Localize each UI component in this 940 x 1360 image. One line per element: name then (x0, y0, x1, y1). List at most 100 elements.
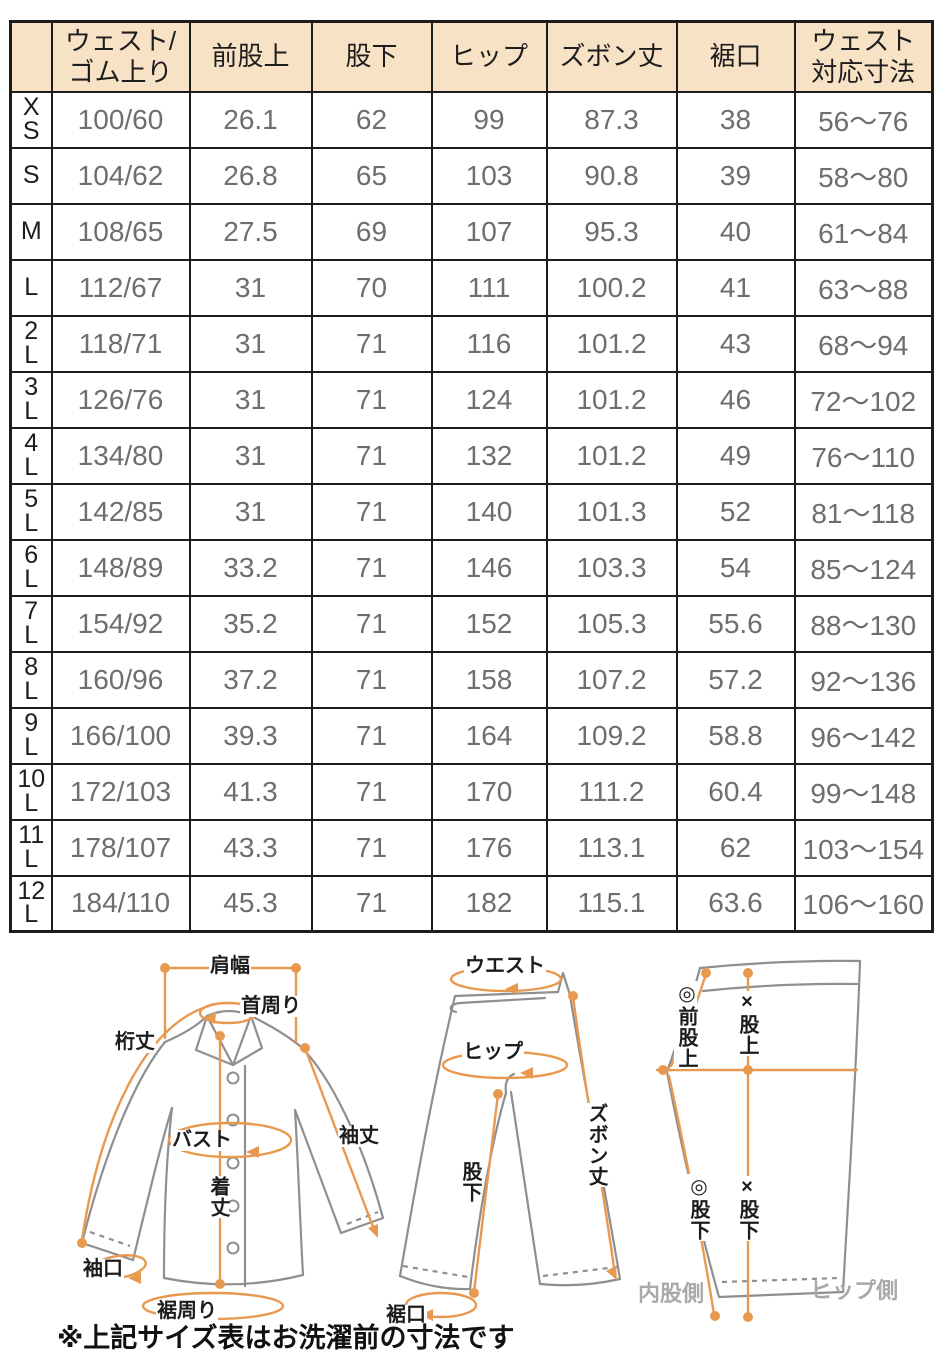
measurement-cell: 71 (310, 650, 433, 709)
measurement-cell: 71 (310, 426, 433, 485)
measurement-cell: 92〜136 (793, 650, 934, 709)
measurement-cell: 100/60 (50, 90, 191, 149)
size-label: 11 L (9, 818, 53, 877)
size-table: ウェスト/ ゴム上り 前股上 股下 ヒップ ズボン丈 裾口 ウェスト 対応寸法 … (9, 20, 934, 933)
shirt-sleeve-length-label: 袖丈 (338, 1125, 380, 1147)
measurement-cell: 134/80 (50, 426, 191, 485)
measurement-cell: 107.2 (545, 650, 678, 709)
table-row: M 108/65 27.5 69 107 95.3 40 61〜84 (9, 202, 934, 261)
table-row: S 104/62 26.8 65 103 90.8 39 58〜80 (9, 146, 934, 205)
size-label: 9 L (9, 706, 53, 765)
measurement-cell: 41.3 (188, 762, 313, 821)
size-label: X S (9, 90, 53, 149)
shirt-cuff-opening-label: 袖口 (82, 1258, 124, 1280)
size-label: 2 L (9, 314, 53, 373)
shirt-drawing (80, 1009, 385, 1288)
measurement-cell: 104/62 (50, 146, 191, 205)
table-row: 8 L 160/96 37.2 71 158 107.2 57.2 92〜136 (9, 650, 934, 709)
size-label: M (9, 202, 53, 261)
measurement-cell: 45.3 (188, 874, 313, 933)
header-cell-size (9, 20, 53, 93)
shirt-neck-label: 首周り (240, 995, 302, 1017)
measurement-cell: 63.6 (675, 874, 796, 933)
measurement-cell: 27.5 (188, 202, 313, 261)
table-row: 3 L 126/76 31 71 124 101.2 46 72〜102 (9, 370, 934, 429)
header-cell-waist-range: ウェスト 対応寸法 (793, 20, 934, 93)
measurement-cell: 146 (430, 538, 548, 597)
size-label: 7 L (9, 594, 53, 653)
measurement-cell: 71 (310, 538, 433, 597)
measurement-cell: 95.3 (545, 202, 678, 261)
header-cell-waist-elastic: ウェスト/ ゴム上り (50, 20, 191, 93)
measurement-cell: 26.8 (188, 146, 313, 205)
measurement-cell: 63〜88 (793, 258, 934, 317)
measurement-cell: 72〜102 (793, 370, 934, 429)
measurement-cell: 46 (675, 370, 796, 429)
side-inseam-b-label: ×股下 (735, 1176, 758, 1241)
measurement-cell: 35.2 (188, 594, 313, 653)
measurement-cell: 56〜76 (793, 90, 934, 149)
measurement-cell: 31 (188, 258, 313, 317)
measurement-cell: 88〜130 (793, 594, 934, 653)
size-label: S (9, 146, 53, 205)
side-inseam-a-label: ◎股下 (686, 1174, 709, 1241)
pants-length-label: ズボン丈 (584, 1103, 607, 1187)
measurement-cell: 126/76 (50, 370, 191, 429)
measurement-cell: 40 (675, 202, 796, 261)
size-label: 3 L (9, 370, 53, 429)
size-label: 4 L (9, 426, 53, 485)
measurement-cell: 58〜80 (793, 146, 934, 205)
measurement-cell: 71 (310, 874, 433, 933)
measurement-cell: 106〜160 (793, 874, 934, 933)
measurement-cell: 70 (310, 258, 433, 317)
shirt-hem-around-label: 裾周り (156, 1300, 218, 1322)
measurement-cell: 76〜110 (793, 426, 934, 485)
measurement-cell: 113.1 (545, 818, 678, 877)
measurement-cell: 71 (310, 482, 433, 541)
pants-hem-opening-label: 裾口 (385, 1304, 427, 1326)
table-row: X S 100/60 26.1 62 99 87.3 38 56〜76 (9, 90, 934, 149)
measurement-cell: 105.3 (545, 594, 678, 653)
measurement-cell: 87.3 (545, 90, 678, 149)
measurement-cell: 152 (430, 594, 548, 653)
measurement-cell: 58.8 (675, 706, 796, 765)
measurement-cell: 124 (430, 370, 548, 429)
measurement-cell: 109.2 (545, 706, 678, 765)
header-cell-hip: ヒップ (430, 20, 548, 93)
table-row: 2 L 118/71 31 71 116 101.2 43 68〜94 (9, 314, 934, 373)
measurement-cell: 71 (310, 818, 433, 877)
table-row: 6 L 148/89 33.2 71 146 103.3 54 85〜124 (9, 538, 934, 597)
measurement-cell: 99〜148 (793, 762, 934, 821)
side-front-rise-label: ◎前股上 (674, 981, 697, 1069)
measurement-cell: 26.1 (188, 90, 313, 149)
measurement-cell: 39 (675, 146, 796, 205)
measurement-cell: 71 (310, 706, 433, 765)
measurement-cell: 116 (430, 314, 548, 373)
measurement-cell: 39.3 (188, 706, 313, 765)
size-label: 6 L (9, 538, 53, 597)
measurement-cell: 38 (675, 90, 796, 149)
shirt-shoulder-width-label: 肩幅 (209, 955, 251, 977)
measurement-cell: 160/96 (50, 650, 191, 709)
table-header-row: ウェスト/ ゴム上り 前股上 股下 ヒップ ズボン丈 裾口 ウェスト 対応寸法 (9, 20, 934, 93)
side-rise-label: ×股上 (735, 991, 758, 1056)
measurement-cell: 101.2 (545, 314, 678, 373)
measurement-cell: 43 (675, 314, 796, 373)
measurement-cell: 62 (310, 90, 433, 149)
table-row: 9 L 166/100 39.3 71 164 109.2 58.8 96〜14… (9, 706, 934, 765)
measurement-cell: 31 (188, 482, 313, 541)
table-row: 7 L 154/92 35.2 71 152 105.3 55.6 88〜130 (9, 594, 934, 653)
shirt-yuki-length-label: 桁丈 (114, 1031, 156, 1053)
measurement-cell: 85〜124 (793, 538, 934, 597)
header-cell-front-rise: 前股上 (188, 20, 313, 93)
measurement-cell: 52 (675, 482, 796, 541)
measurement-cell: 101.2 (545, 370, 678, 429)
header-cell-hem: 裾口 (675, 20, 796, 93)
measurement-diagrams-drawing (77, 959, 862, 1322)
measurement-cell: 31 (188, 314, 313, 373)
pants-inseam-label: 股下 (458, 1161, 481, 1203)
measurement-cell: 71 (310, 314, 433, 373)
measurement-cell: 132 (430, 426, 548, 485)
measurement-cell: 178/107 (50, 818, 191, 877)
